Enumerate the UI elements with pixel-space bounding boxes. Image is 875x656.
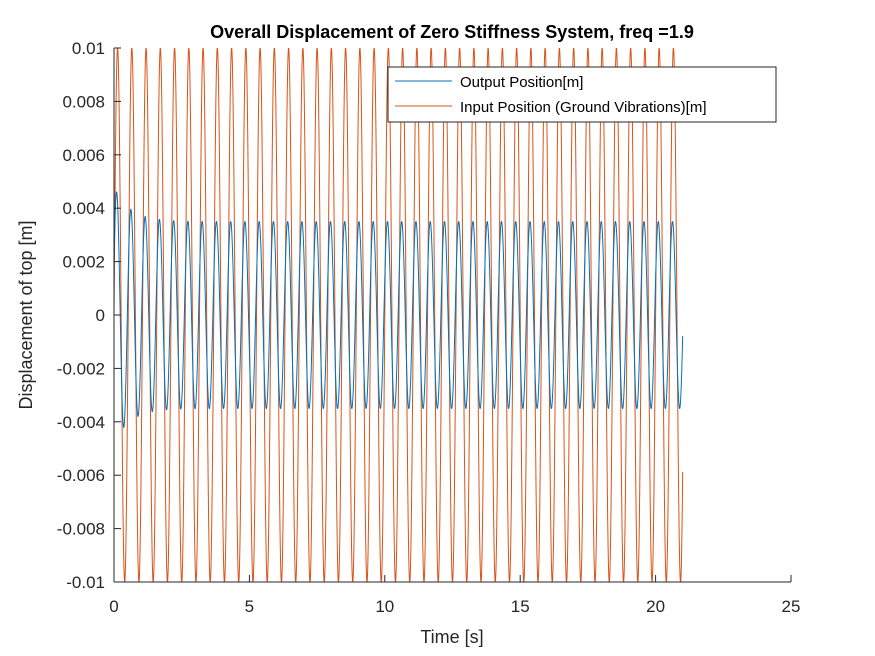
series-line-output [114, 191, 684, 428]
y-tick-label: 0.006 [62, 146, 105, 165]
y-tick-label: -0.002 [57, 359, 105, 378]
axes: 0 5 10 15 20 25 -0.01 -0.008 -0.006 -0.004 -0.002 0… [57, 39, 801, 616]
x-axis-label: Time [s] [420, 627, 483, 647]
legend-label-output: Output Position[m] [460, 74, 583, 91]
x-tick-label: 5 [245, 597, 254, 616]
x-tick-label: 10 [375, 597, 394, 616]
y-axis-label: Displacement of top [m] [16, 220, 36, 409]
legend: Output Position[m] Input Position (Groun… [387, 66, 777, 123]
y-tick-label: 0 [96, 306, 105, 325]
series-layer [114, 48, 684, 582]
y-tick-label: -0.01 [66, 573, 105, 592]
y-tick-label: 0.004 [62, 199, 105, 218]
x-tick-label: 15 [511, 597, 530, 616]
x-tick-label: 20 [646, 597, 665, 616]
y-tick-label: -0.008 [57, 520, 105, 539]
legend-box [387, 66, 777, 123]
x-tick-label: 0 [109, 597, 118, 616]
y-tick-label: -0.004 [57, 413, 105, 432]
y-tick-label: 0.002 [62, 253, 105, 272]
chart-title: Overall Displacement of Zero Stiffness S… [210, 22, 694, 42]
y-tick-label: -0.006 [57, 466, 105, 485]
legend-label-input: Input Position (Ground Vibrations)[m] [460, 99, 707, 116]
x-tick-label: 25 [782, 597, 801, 616]
y-tick-label: 0.01 [72, 39, 105, 58]
series-line-input [114, 48, 684, 582]
y-tick-label: 0.008 [62, 92, 105, 111]
